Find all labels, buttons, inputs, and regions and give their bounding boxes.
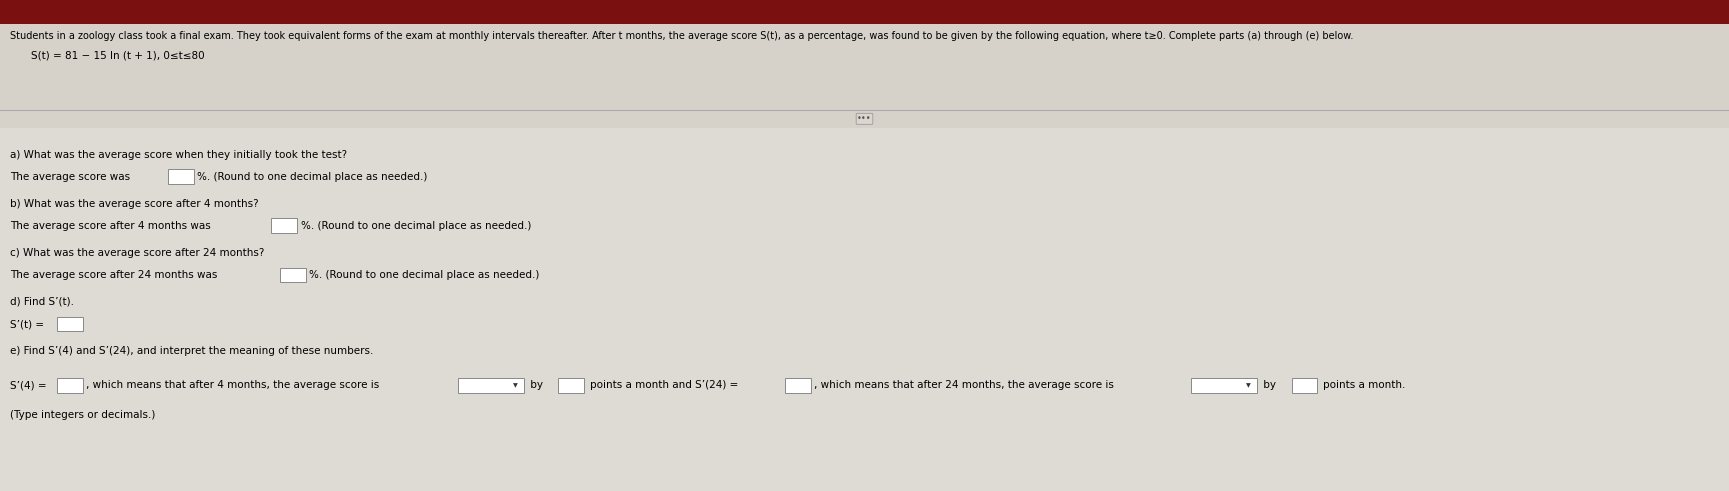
FancyBboxPatch shape: [0, 0, 1729, 24]
Text: %. (Round to one decimal place as needed.): %. (Round to one decimal place as needed…: [301, 221, 531, 231]
Text: ▼: ▼: [514, 383, 517, 388]
Text: d) Find S’(t).: d) Find S’(t).: [10, 297, 74, 307]
FancyBboxPatch shape: [280, 268, 306, 282]
Text: , which means that after 4 months, the average score is: , which means that after 4 months, the a…: [86, 381, 380, 390]
Text: , which means that after 24 months, the average score is: , which means that after 24 months, the …: [814, 381, 1113, 390]
Text: %. (Round to one decimal place as needed.): %. (Round to one decimal place as needed…: [309, 270, 539, 280]
Text: b) What was the average score after 4 months?: b) What was the average score after 4 mo…: [10, 199, 259, 209]
FancyBboxPatch shape: [57, 378, 83, 393]
FancyBboxPatch shape: [168, 169, 194, 184]
FancyBboxPatch shape: [558, 378, 584, 393]
Text: c) What was the average score after 24 months?: c) What was the average score after 24 m…: [10, 248, 265, 258]
Text: The average score was: The average score was: [10, 172, 133, 182]
FancyBboxPatch shape: [0, 128, 1729, 491]
FancyBboxPatch shape: [458, 378, 524, 393]
Text: S’(t) =: S’(t) =: [10, 319, 48, 329]
Text: •••: •••: [858, 114, 871, 123]
Text: (Type integers or decimals.): (Type integers or decimals.): [10, 410, 156, 420]
FancyBboxPatch shape: [271, 218, 297, 233]
Text: %. (Round to one decimal place as needed.): %. (Round to one decimal place as needed…: [197, 172, 427, 182]
Text: a) What was the average score when they initially took the test?: a) What was the average score when they …: [10, 150, 348, 160]
Text: Students in a zoology class took a final exam. They took equivalent forms of the: Students in a zoology class took a final…: [10, 31, 1354, 41]
FancyBboxPatch shape: [1191, 378, 1257, 393]
FancyBboxPatch shape: [1292, 378, 1317, 393]
Text: ▼: ▼: [1247, 383, 1250, 388]
Text: S’(4) =: S’(4) =: [10, 381, 50, 390]
FancyBboxPatch shape: [57, 317, 83, 331]
FancyBboxPatch shape: [785, 378, 811, 393]
Text: The average score after 4 months was: The average score after 4 months was: [10, 221, 214, 231]
FancyBboxPatch shape: [0, 24, 1729, 128]
Text: e) Find S’(4) and S’(24), and interpret the meaning of these numbers.: e) Find S’(4) and S’(24), and interpret …: [10, 346, 373, 356]
Text: points a month and S’(24) =: points a month and S’(24) =: [590, 381, 742, 390]
Text: The average score after 24 months was: The average score after 24 months was: [10, 270, 221, 280]
Text: S(t) = 81 − 15 ln (t + 1), 0≤t≤80: S(t) = 81 − 15 ln (t + 1), 0≤t≤80: [31, 51, 204, 60]
Text: by: by: [527, 381, 543, 390]
Text: by: by: [1260, 381, 1276, 390]
Text: points a month.: points a month.: [1323, 381, 1406, 390]
